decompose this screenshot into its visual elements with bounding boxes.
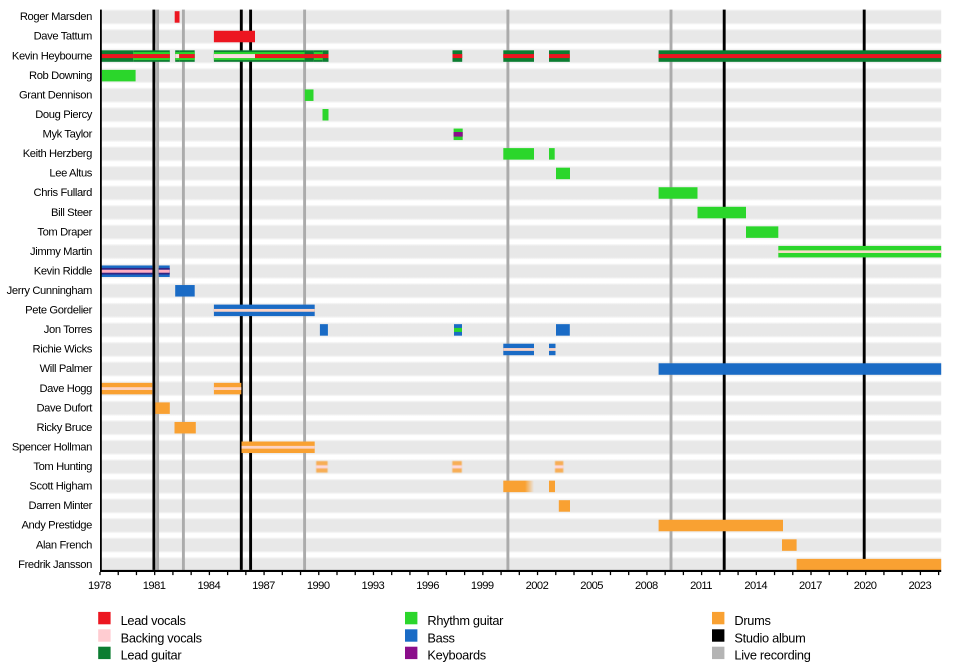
svg-text:Jimmy Martin: Jimmy Martin	[30, 246, 92, 258]
svg-text:Studio album: Studio album	[734, 630, 805, 645]
svg-text:Dave Dufort: Dave Dufort	[36, 402, 93, 414]
svg-text:2020: 2020	[854, 580, 877, 592]
svg-text:Bass: Bass	[427, 630, 454, 645]
svg-text:Chris Fullard: Chris Fullard	[34, 187, 93, 199]
svg-text:Drums: Drums	[734, 613, 770, 628]
svg-text:Tom Hunting: Tom Hunting	[33, 461, 92, 473]
svg-text:Dave Hogg: Dave Hogg	[39, 383, 92, 395]
svg-text:2014: 2014	[744, 580, 767, 592]
svg-text:2002: 2002	[526, 580, 549, 592]
svg-text:2008: 2008	[635, 580, 658, 592]
svg-text:2005: 2005	[580, 580, 603, 592]
svg-text:1990: 1990	[307, 580, 330, 592]
svg-text:Jon Torres: Jon Torres	[44, 324, 93, 336]
svg-text:Lead vocals: Lead vocals	[121, 613, 186, 628]
svg-text:Darren Minter: Darren Minter	[29, 500, 93, 512]
svg-text:Spencer Hollman: Spencer Hollman	[12, 441, 92, 453]
svg-text:Bill Steer: Bill Steer	[51, 207, 93, 219]
svg-text:Myk Taylor: Myk Taylor	[43, 129, 93, 141]
svg-text:Ricky Bruce: Ricky Bruce	[37, 422, 93, 434]
svg-text:1981: 1981	[143, 580, 166, 592]
svg-text:Keith Herzberg: Keith Herzberg	[23, 148, 92, 160]
svg-text:1978: 1978	[88, 580, 111, 592]
svg-text:Andy Prestidge: Andy Prestidge	[21, 520, 92, 532]
svg-text:Pete Gordelier: Pete Gordelier	[25, 305, 92, 317]
svg-text:1987: 1987	[252, 580, 275, 592]
svg-text:Jerry Cunningham: Jerry Cunningham	[7, 285, 92, 297]
svg-text:Kevin Riddle: Kevin Riddle	[34, 265, 92, 277]
svg-text:Roger Marsden: Roger Marsden	[20, 11, 92, 23]
svg-text:Keyboards: Keyboards	[427, 648, 485, 663]
svg-text:Scott Higham: Scott Higham	[29, 481, 92, 493]
svg-text:2023: 2023	[908, 580, 931, 592]
svg-text:Alan French: Alan French	[36, 539, 92, 551]
svg-text:Doug Piercy: Doug Piercy	[35, 109, 93, 121]
svg-text:Richie Wicks: Richie Wicks	[33, 344, 93, 356]
svg-text:Lee Altus: Lee Altus	[49, 168, 92, 180]
svg-text:Rhythm guitar: Rhythm guitar	[427, 613, 504, 628]
svg-text:2011: 2011	[690, 580, 712, 592]
svg-text:1999: 1999	[471, 580, 494, 592]
svg-text:2017: 2017	[799, 580, 822, 592]
svg-text:Fredrik Jansson: Fredrik Jansson	[18, 559, 92, 571]
svg-text:1984: 1984	[197, 580, 220, 592]
svg-text:1993: 1993	[362, 580, 385, 592]
svg-text:Tom Draper: Tom Draper	[37, 226, 92, 238]
svg-text:Dave Tattum: Dave Tattum	[34, 31, 92, 43]
svg-text:Kevin Heybourne: Kevin Heybourne	[12, 50, 92, 62]
svg-text:Lead guitar: Lead guitar	[121, 648, 183, 663]
svg-text:Live recording: Live recording	[734, 648, 810, 663]
svg-text:Will Palmer: Will Palmer	[40, 363, 93, 375]
svg-text:1996: 1996	[416, 580, 439, 592]
svg-text:Backing vocals: Backing vocals	[121, 630, 202, 645]
svg-text:Grant Dennison: Grant Dennison	[19, 89, 92, 101]
svg-text:Rob Downing: Rob Downing	[29, 70, 92, 82]
